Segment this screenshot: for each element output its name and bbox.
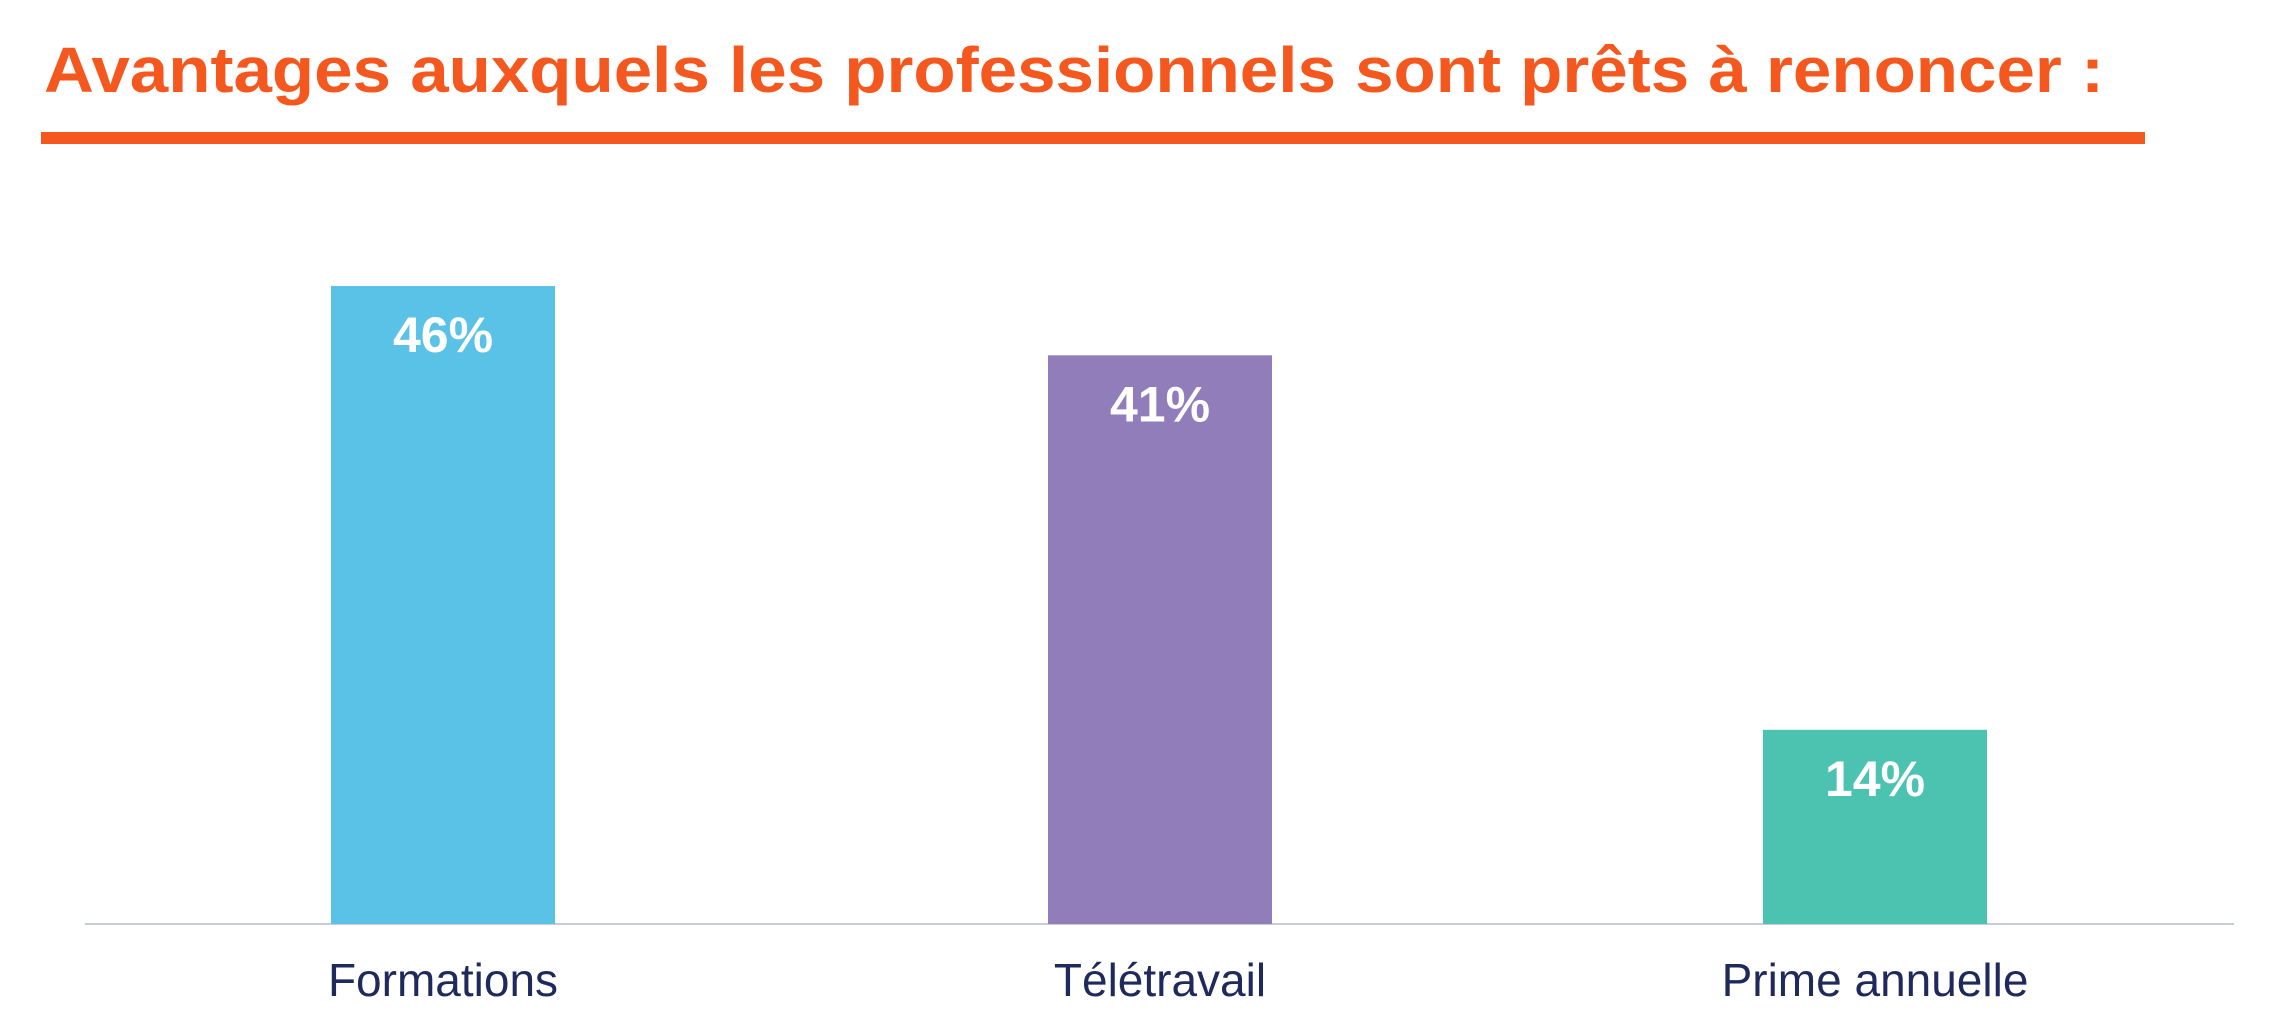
x-tick-label: Télétravail xyxy=(1054,954,1266,1006)
value-label: 41% xyxy=(1110,376,1210,432)
x-tick-label: Prime annuelle xyxy=(1722,954,2029,1006)
bar xyxy=(331,285,555,925)
bar xyxy=(1763,729,1987,924)
bar xyxy=(1048,355,1272,925)
value-label: 14% xyxy=(1825,751,1925,807)
value-label: 46% xyxy=(393,307,493,363)
chart-title: Avantages auxquels les professionnels so… xyxy=(44,34,2104,106)
title-underline xyxy=(41,132,2145,144)
x-tick-label: Formations xyxy=(328,954,558,1006)
